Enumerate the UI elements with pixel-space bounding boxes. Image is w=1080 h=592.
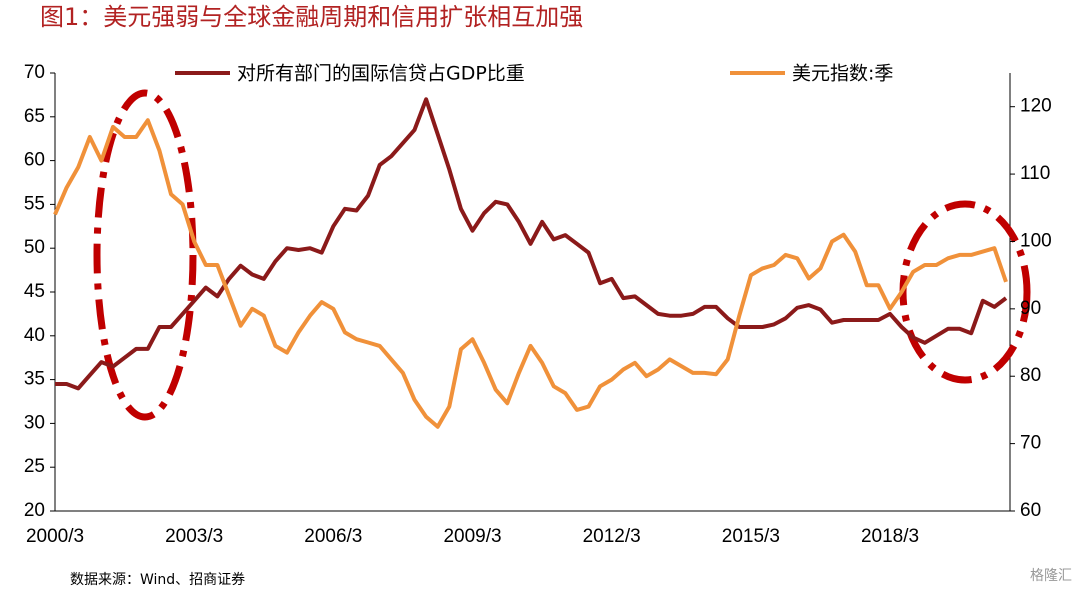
y-tick-label: 35 [24, 369, 45, 390]
y-tick-label: 50 [24, 237, 45, 258]
x-tick-label: 2015/3 [722, 526, 780, 547]
y2-tick-label: 70 [1020, 433, 1041, 454]
legend-label: 对所有部门的国际信贷占GDP比重 [237, 63, 525, 85]
y-tick-label: 55 [24, 193, 45, 214]
y2-tick-label: 80 [1020, 365, 1041, 386]
y-tick-label: 45 [24, 281, 45, 302]
data-line [53, 118, 1008, 429]
x-tick-label: 2000/3 [26, 526, 84, 547]
x-tick-label: 2006/3 [304, 526, 362, 547]
y2-tick-label: 100 [1020, 230, 1052, 251]
legend-label: 美元指数:季 [792, 63, 893, 85]
data-line [55, 97, 1008, 391]
watermark: 格隆汇 [1030, 568, 1072, 584]
highlight-ellipse [93, 89, 197, 421]
y-tick-label: 60 [24, 150, 45, 171]
source-note: 数据来源：Wind、招商证券 [70, 572, 245, 588]
y-tick-label: 65 [24, 106, 45, 127]
x-tick-label: 2003/3 [165, 526, 223, 547]
y-tick-label: 40 [24, 325, 45, 346]
x-tick-label: 2018/3 [861, 526, 919, 547]
highlight-ellipse [899, 200, 1031, 384]
y2-tick-label: 110 [1020, 163, 1050, 184]
y-tick-label: 25 [24, 456, 45, 477]
x-tick-label: 2012/3 [583, 526, 641, 547]
x-tick-label: 2009/3 [443, 526, 501, 547]
y2-tick-label: 60 [1020, 500, 1041, 521]
y-tick-label: 70 [24, 62, 45, 83]
chart-title: 图1：美元强弱与全球金融周期和信用扩张相互加强 [40, 3, 583, 31]
y-tick-label: 30 [24, 412, 45, 433]
y2-tick-label: 90 [1020, 298, 1041, 319]
y2-tick-label: 120 [1020, 96, 1052, 117]
y-tick-label: 20 [24, 500, 45, 521]
